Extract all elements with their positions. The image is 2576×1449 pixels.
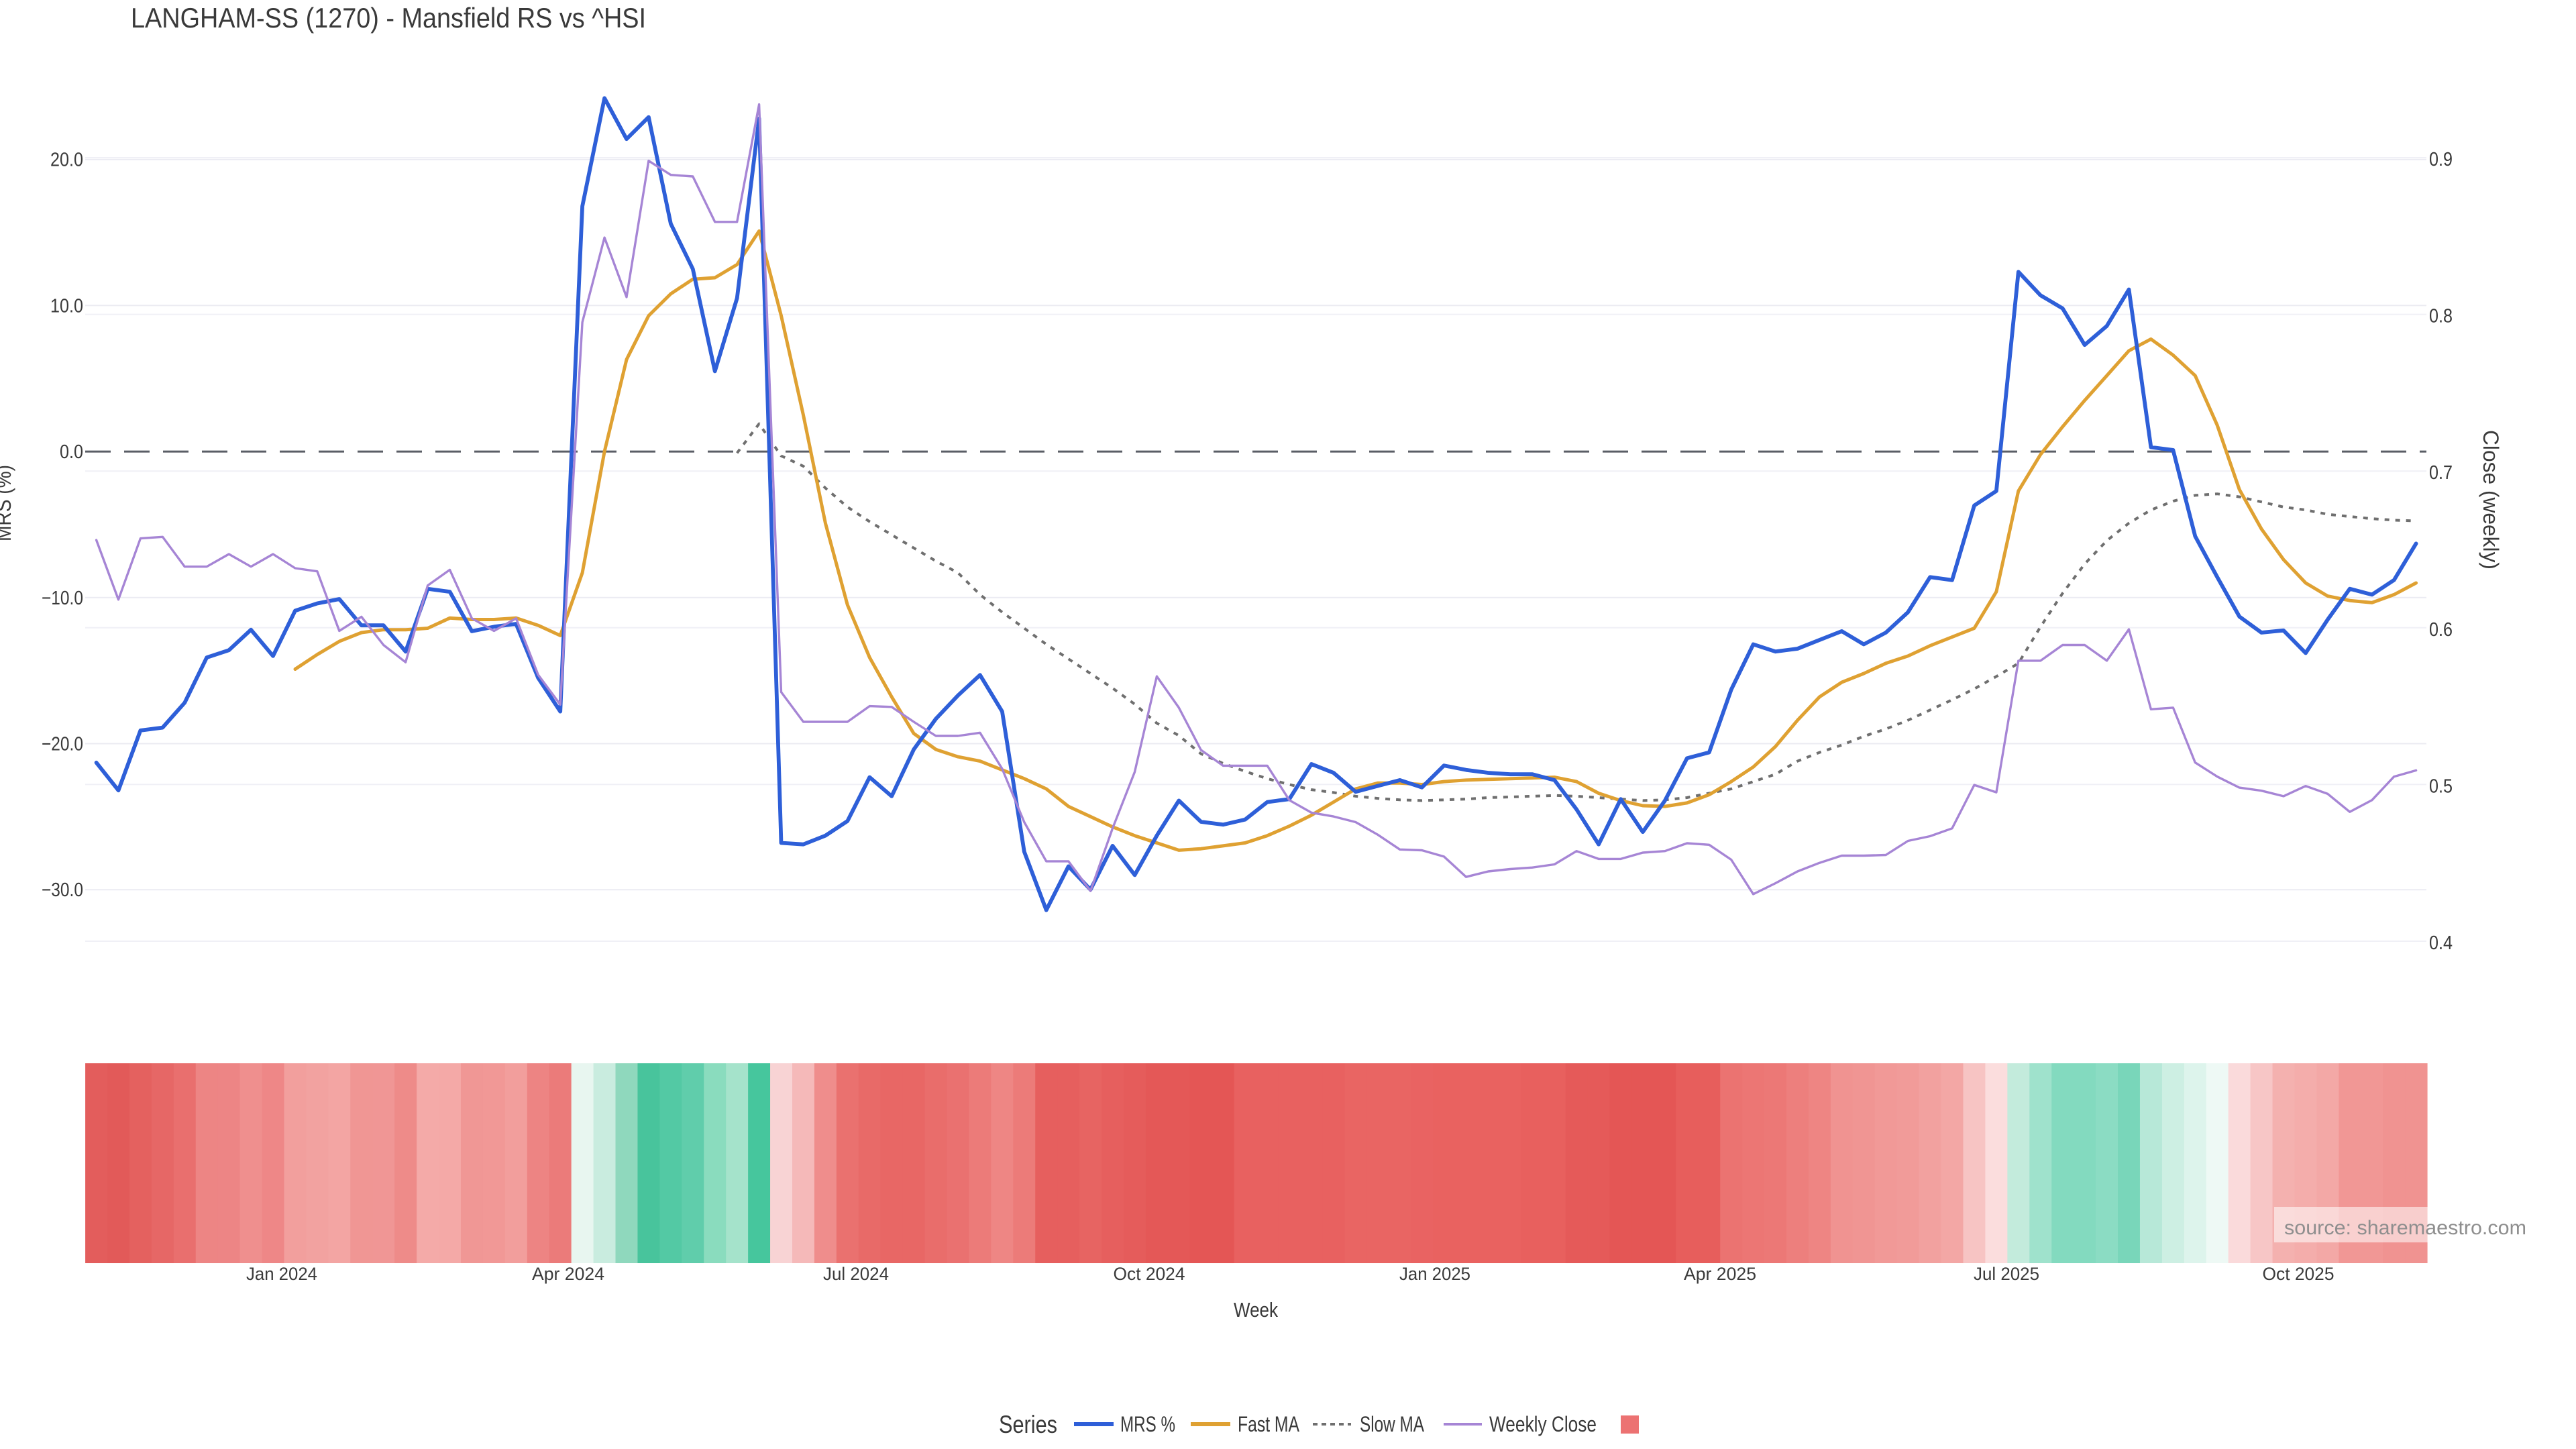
svg-text:0.5: 0.5 bbox=[2429, 775, 2453, 797]
svg-text:LANGHAM-SS (1270) - Mansfield: LANGHAM-SS (1270) - Mansfield RS vs ^HSI bbox=[131, 2, 646, 34]
svg-text:Slow MA: Slow MA bbox=[1360, 1412, 1424, 1436]
svg-text:0.6: 0.6 bbox=[2429, 619, 2453, 641]
svg-text:Fast MA: Fast MA bbox=[1238, 1412, 1300, 1436]
svg-text:−20.0: −20.0 bbox=[42, 734, 83, 755]
svg-text:0.9: 0.9 bbox=[2429, 149, 2453, 170]
svg-text:MRS %: MRS % bbox=[1120, 1412, 1175, 1436]
svg-text:Jul 2025: Jul 2025 bbox=[1974, 1264, 2039, 1284]
svg-text:Weekly Close: Weekly Close bbox=[1489, 1412, 1597, 1436]
svg-text:Close (weekly): Close (weekly) bbox=[2479, 430, 2503, 570]
svg-text:Apr 2025: Apr 2025 bbox=[1684, 1264, 1756, 1284]
svg-text:Week: Week bbox=[1234, 1298, 1278, 1322]
svg-text:10.0: 10.0 bbox=[50, 295, 83, 317]
svg-text:MRS (%): MRS (%) bbox=[0, 465, 15, 541]
svg-text:Oct 2024: Oct 2024 bbox=[1114, 1264, 1185, 1284]
svg-text:Apr 2024: Apr 2024 bbox=[532, 1264, 604, 1284]
svg-text:Jul 2024: Jul 2024 bbox=[823, 1264, 889, 1284]
svg-text:0.7: 0.7 bbox=[2429, 462, 2453, 484]
svg-text:0.4: 0.4 bbox=[2429, 932, 2453, 954]
svg-text:source: sharemaestro.com: source: sharemaestro.com bbox=[2284, 1217, 2526, 1239]
svg-text:Series: Series bbox=[999, 1411, 1057, 1438]
svg-text:0.0: 0.0 bbox=[60, 441, 83, 463]
svg-text:Jan 2025: Jan 2025 bbox=[1399, 1264, 1470, 1284]
svg-text:Oct 2025: Oct 2025 bbox=[2263, 1264, 2334, 1284]
svg-text:−30.0: −30.0 bbox=[42, 879, 83, 901]
svg-text:0.8: 0.8 bbox=[2429, 306, 2453, 327]
svg-text:Jan 2024: Jan 2024 bbox=[246, 1264, 317, 1284]
svg-text:20.0: 20.0 bbox=[50, 150, 83, 171]
svg-text:−10.0: −10.0 bbox=[42, 588, 83, 609]
